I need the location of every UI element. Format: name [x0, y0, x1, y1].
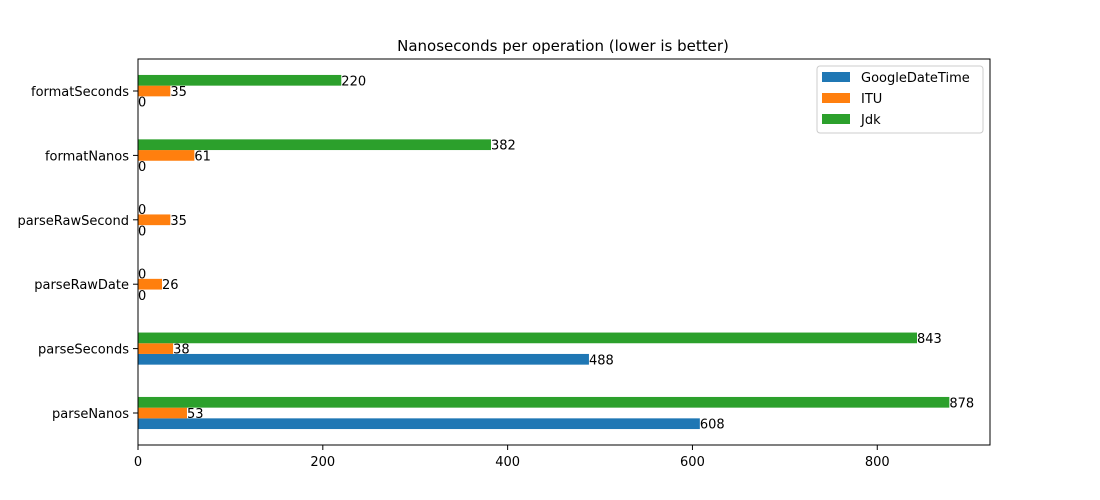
- bar-value-label: 0: [138, 160, 146, 175]
- y-tick-label: parseRawSecond: [17, 214, 129, 229]
- bar-itu-parseNanos: [138, 407, 187, 419]
- bar-value-label: 0: [138, 268, 146, 283]
- bar-value-label: 53: [187, 407, 204, 422]
- bar-googledatetime-parseSeconds: [138, 353, 589, 365]
- x-axis: 0 200 400 600 800: [134, 445, 890, 470]
- bar-value-label: 38: [173, 343, 190, 358]
- legend-label-jdk: Jdk: [860, 113, 881, 128]
- y-tick-label: parseRawDate: [34, 278, 129, 293]
- bar-itu-parseRawDate: [138, 278, 163, 290]
- bar-value-label: 382: [491, 139, 516, 154]
- bar-itu-parseRawSecond: [138, 214, 171, 226]
- value-labels-layer: 608 53 878 488 38 843 0 26 0 0 35 0 0 61 382 0 35 220: [138, 74, 974, 432]
- bars-layer: [138, 74, 950, 430]
- bar-itu-formatSeconds: [138, 85, 171, 97]
- bar-value-label: 0: [138, 96, 146, 111]
- bar-value-label: 61: [194, 149, 211, 164]
- bar-value-label: 35: [170, 214, 187, 229]
- bar-value-label: 26: [162, 278, 179, 293]
- chart-title: Nanoseconds per operation (lower is bett…: [397, 37, 729, 55]
- legend-box: [816, 65, 984, 134]
- bar-itu-formatNanos: [138, 150, 195, 161]
- y-tick-label: formatNanos: [45, 149, 129, 164]
- x-tick-label: 800: [865, 455, 890, 470]
- bar-value-label: 0: [138, 289, 146, 304]
- bar-value-label: 35: [170, 85, 187, 100]
- legend-swatch-itu: [822, 93, 850, 103]
- legend: GoogleDateTime ITU Jdk: [816, 65, 984, 134]
- bar-jdk-parseNanos: [138, 396, 950, 408]
- legend-label-itu: ITU: [861, 92, 882, 107]
- legend-label-googledatetime: GoogleDateTime: [861, 71, 970, 86]
- bar-value-label: 220: [341, 74, 366, 89]
- y-tick-label: parseNanos: [52, 407, 129, 422]
- bar-value-label: 0: [138, 203, 146, 218]
- bar-itu-parseSeconds: [138, 343, 174, 354]
- x-tick-label: 600: [680, 455, 705, 470]
- bar-jdk-formatSeconds: [138, 74, 342, 86]
- bar-jdk-formatNanos: [138, 139, 491, 151]
- bar-googledatetime-parseNanos: [138, 418, 700, 430]
- y-tick-label: formatSeconds: [31, 85, 129, 100]
- bar-value-label: 608: [700, 418, 725, 433]
- x-tick-label: 0: [134, 455, 142, 470]
- bar-value-label: 488: [589, 353, 614, 368]
- y-tick-label: parseSeconds: [38, 343, 129, 358]
- x-tick-label: 200: [310, 455, 335, 470]
- bar-jdk-parseSeconds: [138, 332, 917, 344]
- bar-value-label: 878: [949, 396, 974, 411]
- bar-value-label: 843: [917, 332, 942, 347]
- legend-swatch-jdk: [822, 114, 850, 124]
- y-axis: parseNanos parseSeconds parseRawDate parseR…: [17, 85, 138, 422]
- plot-frame: [137, 58, 991, 446]
- legend-swatch-googledatetime: [822, 72, 850, 82]
- x-tick-label: 400: [495, 455, 520, 470]
- bar-value-label: 0: [138, 225, 146, 240]
